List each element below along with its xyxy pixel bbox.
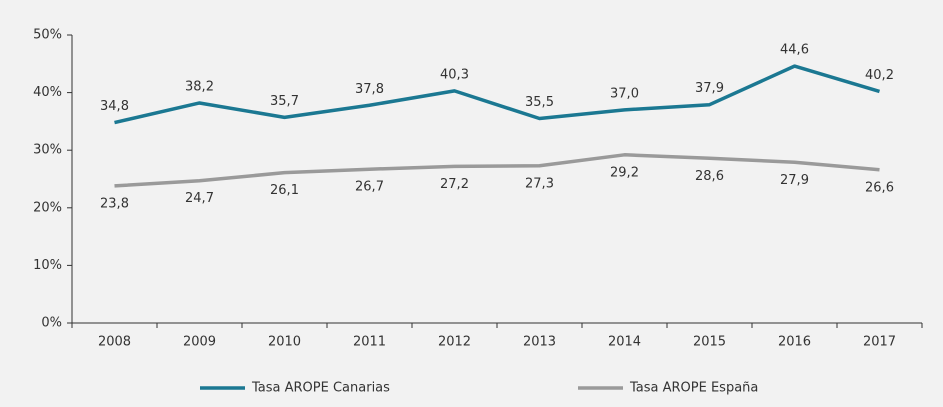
data-label: 40,3 [440, 67, 469, 82]
x-tick-label: 2011 [353, 335, 386, 350]
data-label: 27,3 [525, 176, 554, 191]
y-tick-label: 0% [41, 316, 62, 331]
data-label: 37,8 [355, 82, 384, 97]
x-tick-label: 2015 [693, 335, 726, 350]
y-tick-label: 50% [33, 28, 62, 43]
x-tick-label: 2012 [438, 335, 471, 350]
series-line [114, 64, 881, 125]
data-label: 28,6 [695, 169, 724, 184]
data-label: 26,1 [270, 183, 299, 198]
x-tick-label: 2013 [523, 335, 556, 350]
data-label: 27,9 [780, 173, 809, 188]
x-tick-label: 2017 [863, 335, 896, 350]
data-label: 27,2 [440, 177, 469, 192]
data-label: 44,6 [780, 43, 809, 58]
data-label: 40,2 [865, 68, 894, 83]
data-label: 24,7 [185, 191, 214, 206]
x-tick-label: 2016 [778, 335, 811, 350]
series-line [114, 153, 880, 188]
legend-label: Tasa AROPE España [629, 381, 758, 396]
x-tick-label: 2014 [608, 335, 641, 350]
x-tick-label: 2010 [268, 335, 301, 350]
data-label: 35,7 [270, 94, 299, 109]
data-label: 26,7 [355, 180, 384, 195]
y-tick-label: 30% [33, 143, 62, 158]
x-tick-label: 2009 [183, 335, 216, 350]
data-label: 29,2 [610, 165, 639, 180]
x-tick-label: 2008 [98, 335, 131, 350]
data-label: 37,9 [695, 81, 724, 96]
data-label: 23,8 [100, 196, 129, 211]
y-tick-label: 40% [33, 85, 62, 100]
y-tick-label: 10% [33, 258, 62, 273]
data-label: 37,0 [610, 86, 639, 101]
data-label: 26,6 [865, 180, 894, 195]
data-label: 34,8 [100, 99, 129, 114]
legend-label: Tasa AROPE Canarias [251, 381, 390, 396]
y-tick-label: 20% [33, 200, 62, 215]
data-label: 35,5 [525, 95, 554, 110]
data-label: 38,2 [185, 79, 214, 94]
